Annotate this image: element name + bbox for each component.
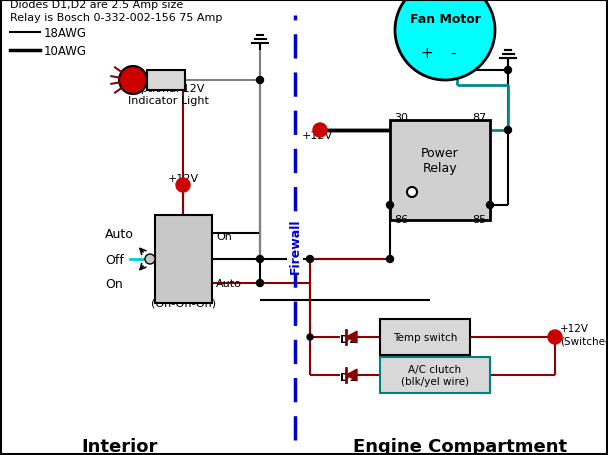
Text: Optional 12V
Indicator Light: Optional 12V Indicator Light <box>128 84 209 106</box>
Circle shape <box>306 256 314 263</box>
FancyBboxPatch shape <box>380 319 470 355</box>
Text: Fan Motor: Fan Motor <box>410 12 480 25</box>
Text: A/C clutch
(blk/yel wire): A/C clutch (blk/yel wire) <box>401 364 469 386</box>
Circle shape <box>387 202 393 209</box>
Circle shape <box>145 254 155 264</box>
FancyBboxPatch shape <box>380 357 490 393</box>
Circle shape <box>505 127 511 134</box>
Text: Firewall: Firewall <box>289 218 302 273</box>
FancyBboxPatch shape <box>147 71 185 91</box>
FancyBboxPatch shape <box>390 121 490 221</box>
Text: 87: 87 <box>472 113 486 123</box>
Text: Relay is Bosch 0-332-002-156 75 Amp: Relay is Bosch 0-332-002-156 75 Amp <box>10 13 223 23</box>
Text: Auto: Auto <box>216 278 242 288</box>
Circle shape <box>548 330 562 344</box>
FancyBboxPatch shape <box>155 216 212 303</box>
Circle shape <box>307 334 313 340</box>
Text: +12V: +12V <box>302 131 333 141</box>
Text: D1: D1 <box>340 372 357 382</box>
Text: 86: 86 <box>394 214 408 224</box>
Text: -: - <box>451 46 456 61</box>
Circle shape <box>407 187 417 197</box>
Text: Temp switch: Temp switch <box>393 332 457 342</box>
Text: +: + <box>421 46 434 61</box>
Text: +12V: +12V <box>167 174 199 184</box>
Polygon shape <box>346 331 357 343</box>
Text: 30: 30 <box>394 113 408 123</box>
Circle shape <box>257 280 263 287</box>
Text: Power
Relay: Power Relay <box>421 147 459 175</box>
Circle shape <box>257 256 263 263</box>
Text: 3 position
switch
(On-Off-On): 3 position switch (On-Off-On) <box>151 275 216 308</box>
Text: Auto: Auto <box>105 227 134 240</box>
Circle shape <box>176 179 190 192</box>
Circle shape <box>387 256 393 263</box>
Circle shape <box>505 67 511 74</box>
Text: Off: Off <box>105 253 124 266</box>
Text: Diodes D1,D2 are 2.5 Amp size: Diodes D1,D2 are 2.5 Amp size <box>10 0 183 10</box>
Circle shape <box>395 0 495 81</box>
Text: +12V
(Switched): +12V (Switched) <box>560 324 608 345</box>
Text: On: On <box>105 277 123 290</box>
Text: 18AWG: 18AWG <box>44 26 87 40</box>
Circle shape <box>119 67 147 95</box>
Text: D2: D2 <box>340 334 357 344</box>
Circle shape <box>486 202 494 209</box>
Text: Engine Compartment: Engine Compartment <box>353 437 567 455</box>
Text: 85: 85 <box>472 214 486 224</box>
Text: Interior: Interior <box>82 437 158 455</box>
Text: 10AWG: 10AWG <box>44 45 87 57</box>
Polygon shape <box>346 369 357 381</box>
Circle shape <box>313 124 327 138</box>
Text: On: On <box>216 232 232 242</box>
Circle shape <box>257 77 263 84</box>
